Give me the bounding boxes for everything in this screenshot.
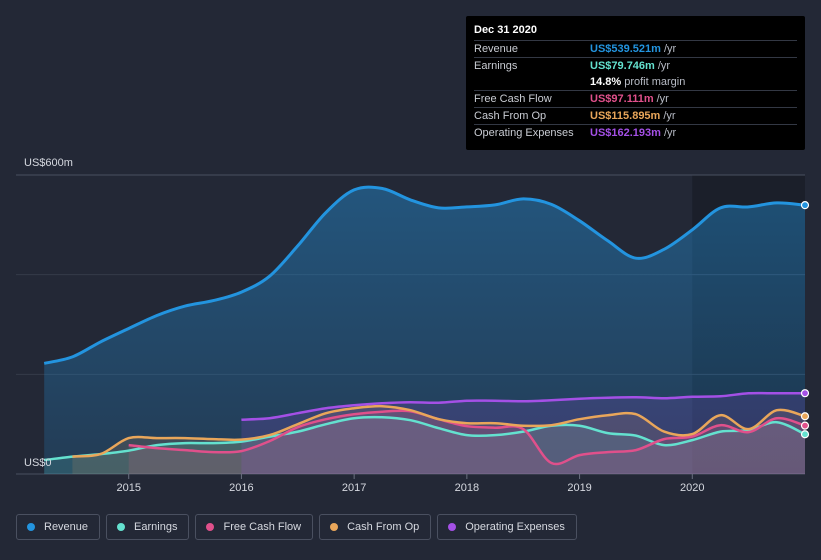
tooltip-row-unit: /yr <box>663 127 677 139</box>
legend-item-revenue[interactable]: Revenue <box>16 514 101 540</box>
legend-dot-icon <box>330 523 339 531</box>
legend-dot-icon <box>27 523 35 531</box>
x-tick-label: 2018 <box>455 482 479 494</box>
legend-item-free-cash-flow[interactable]: Free Cash Flow <box>195 514 314 540</box>
tooltip-row-value: US$539.521m <box>590 43 661 55</box>
tooltip-row: Operating Expenses US$162.193m/yr <box>474 124 797 141</box>
x-tick-label: 2016 <box>229 482 253 494</box>
revenue-area <box>44 187 805 474</box>
cash-from-op-area <box>72 406 805 474</box>
financial-chart: US$600m US$0 2015 2016 2017 2018 2019 2020 <box>16 157 810 494</box>
tooltip-row-label: Earnings <box>474 60 518 72</box>
tooltip-row: Free Cash Flow US$97.111m/yr <box>474 90 797 107</box>
cash-from-op-line <box>72 404 806 458</box>
tooltip-row-value: 14.8% <box>590 76 622 88</box>
earnings-line <box>44 415 806 462</box>
tooltip-row-label: Operating Expenses <box>474 127 574 139</box>
earnings-area <box>44 417 805 474</box>
legend-label: Operating Expenses <box>465 521 565 533</box>
free-cash-flow-line <box>128 409 806 466</box>
x-tick-label: 2017 <box>342 482 366 494</box>
cash-from-op-endpoint <box>800 412 810 421</box>
legend-dot-icon <box>448 523 457 531</box>
legend-label: Free Cash Flow <box>223 521 302 533</box>
legend-label: Cash From Op <box>347 521 420 533</box>
legend-item-operating-expenses[interactable]: Operating Expenses <box>437 514 577 540</box>
tooltip-row-unit: /yr <box>663 110 676 122</box>
tooltip-row-value: US$162.193m <box>590 127 661 139</box>
legend-item-earnings[interactable]: Earnings <box>106 514 190 540</box>
tooltip-row: 14.8% profit margin <box>474 74 797 90</box>
operating-expenses-endpoint <box>800 389 810 398</box>
operating-expenses-line <box>241 391 806 421</box>
free-cash-flow-area <box>128 410 805 474</box>
x-tick-label: 2020 <box>680 482 704 494</box>
x-tick-label: 2015 <box>116 482 140 494</box>
tooltip-row-label: Cash From Op <box>474 110 547 122</box>
earnings-endpoint <box>800 430 810 439</box>
revenue-endpoint <box>800 201 810 210</box>
legend-label: Revenue <box>44 521 89 533</box>
chart-legend: Revenue Earnings Free Cash Flow Cash From O… <box>16 514 577 540</box>
tooltip-row-unit: /yr <box>657 60 671 72</box>
tooltip-row: Revenue US$539.521m/yr <box>474 40 797 57</box>
tooltip-row-unit: /yr <box>663 43 677 55</box>
tooltip-row-unit: profit margin <box>624 76 686 88</box>
tooltip-date: Dec 31 2020 <box>474 24 537 36</box>
legend-dot-icon <box>117 523 126 531</box>
y-axis-zero-label: US$0 <box>24 457 52 469</box>
tooltip-row-value: US$115.895m <box>590 110 661 122</box>
tooltip-row-value: US$79.746m <box>590 60 655 72</box>
free-cash-flow-endpoint <box>800 421 810 430</box>
tooltip-row-value: US$97.111m <box>590 93 654 105</box>
tooltip-row-label: Revenue <box>474 43 519 55</box>
legend-item-cash-from-op[interactable]: Cash From Op <box>319 514 432 540</box>
revenue-line <box>43 185 806 365</box>
data-tooltip: Dec 31 2020 Revenue US$539.521m/yr Earning… <box>466 16 805 150</box>
legend-dot-icon <box>206 523 215 531</box>
y-axis-top-label: US$600m <box>24 157 73 169</box>
tooltip-row-label: Free Cash Flow <box>474 93 552 105</box>
tooltip-row-unit: /yr <box>656 93 669 105</box>
x-tick-label: 2019 <box>567 482 591 494</box>
tooltip-row: Cash From Op US$115.895m/yr <box>474 107 797 124</box>
operating-expenses-area <box>241 393 805 474</box>
legend-label: Earnings <box>134 521 178 533</box>
tooltip-row: Earnings US$79.746m/yr <box>474 57 797 74</box>
